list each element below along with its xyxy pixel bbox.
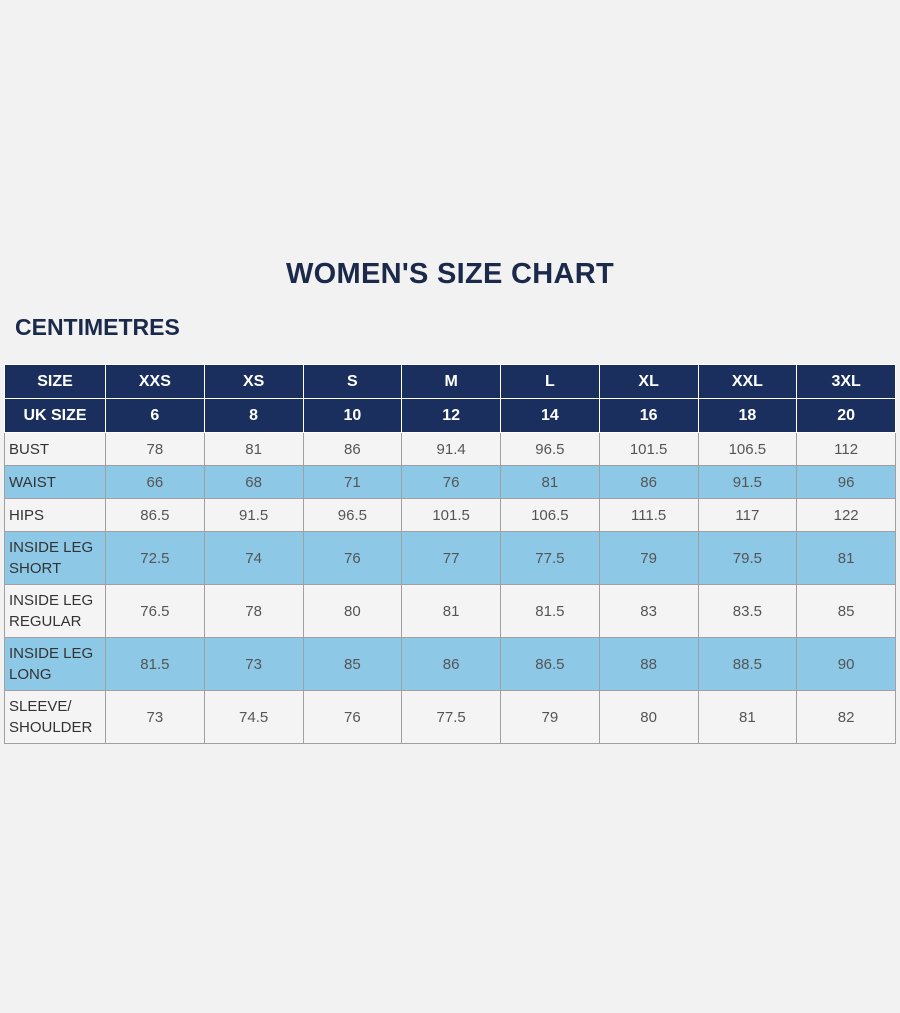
cell: 106.5 [500,498,600,532]
cell: 66 [105,465,205,499]
cell: 83.5 [697,584,798,638]
cell: 83 [598,584,699,638]
table-body: SIZE XXS XS S M L XL XXL 3XL UK SIZE 6 8 10 12 14 16 18 2… [4,364,896,744]
cell: 6 [105,398,205,433]
data-row: INSIDE LEG REGULAR 76.5 78 80 81 81.5 83 83.5 85 [4,584,896,638]
cell: XXS [105,364,205,399]
cell: 79 [598,531,699,585]
cell: 79 [500,690,600,744]
size-table: SIZE XXS XS S M L XL XXL 3XL UK SIZE 6 8 10 12 14 16 18 2… [4,364,896,744]
cell: 112 [796,432,896,466]
cell: 82 [796,690,896,744]
cell: 96.5 [500,432,600,466]
cell: 79.5 [697,531,798,585]
cell: 20 [796,398,896,433]
cell: 76 [401,465,501,499]
cell: 77.5 [401,690,501,744]
cell: 86 [401,637,501,691]
data-row: BUST 78 81 86 91.4 96.5 101.5 106.5 112 [4,432,896,466]
cell: 76 [302,690,403,744]
cell: 78 [105,432,205,466]
cell: 18 [697,398,798,433]
row-label: BUST [4,432,106,466]
data-row: SLEEVE/ SHOULDER 73 74.5 76 77.5 79 80 81 82 [4,690,896,744]
cell: 85 [796,584,896,638]
cell: 74 [203,531,304,585]
cell: 16 [598,398,699,433]
cell: XXL [697,364,798,399]
cell: S [302,364,403,399]
data-row: HIPS 86.5 91.5 96.5 101.5 106.5 111.5 117 122 [4,498,896,532]
cell: 106.5 [697,432,798,466]
row-label: SLEEVE/ SHOULDER [4,690,106,744]
cell: 90 [796,637,896,691]
cell: 96 [796,465,896,499]
header-row: SIZE XXS XS S M L XL XXL 3XL [4,364,896,399]
cell: 122 [796,498,896,532]
cell: 80 [598,690,699,744]
row-label: UK SIZE [4,398,106,433]
cell: 101.5 [401,498,501,532]
cell: 10 [302,398,403,433]
row-label: INSIDE LEG SHORT [4,531,106,585]
cell: 81 [796,531,896,585]
cell: 86.5 [500,637,600,691]
data-row: INSIDE LEG SHORT 72.5 74 76 77 77.5 79 79.5 81 [4,531,896,585]
data-row: WAIST 66 68 71 76 81 86 91.5 96 [4,465,896,499]
cell: 86 [302,432,403,466]
subtitle: CENTIMETRES [15,314,180,340]
cell: 3XL [796,364,896,399]
row-label: SIZE [4,364,106,399]
cell: 73 [105,690,205,744]
row-label: INSIDE LEG LONG [4,637,106,691]
cell: 77.5 [500,531,600,585]
cell: 91.5 [203,498,304,532]
cell: 80 [302,584,403,638]
cell: XL [598,364,699,399]
cell: XS [203,364,304,399]
cell: 76.5 [105,584,205,638]
cell: 117 [697,498,798,532]
title: WOMEN'S SIZE CHART [285,258,615,290]
cell: 101.5 [598,432,699,466]
cell: 72.5 [105,531,205,585]
row-label: HIPS [4,498,106,532]
cell: 76 [302,531,403,585]
cell: 81 [203,432,304,466]
cell: 91.4 [401,432,501,466]
cell: 81.5 [105,637,205,691]
cell: 78 [203,584,304,638]
cell: 81.5 [500,584,600,638]
header-row: UK SIZE 6 8 10 12 14 16 18 20 [4,398,896,433]
cell: 81 [401,584,501,638]
cell: 8 [203,398,304,433]
cell: 91.5 [697,465,798,499]
cell: M [401,364,501,399]
cell: 88.5 [697,637,798,691]
data-row: INSIDE LEG LONG 81.5 73 85 86 86.5 88 88.5 90 [4,637,896,691]
row-label: INSIDE LEG REGULAR [4,584,106,638]
cell: 86 [598,465,699,499]
cell: 111.5 [598,498,699,532]
cell: 68 [203,465,304,499]
cell: 85 [302,637,403,691]
cell: 12 [401,398,501,433]
row-label: WAIST [4,465,106,499]
cell: 71 [302,465,403,499]
cell: 73 [203,637,304,691]
cell: 77 [401,531,501,585]
cell: 88 [598,637,699,691]
cell: L [500,364,600,399]
cell: 96.5 [302,498,403,532]
cell: 86.5 [105,498,205,532]
cell: 81 [500,465,600,499]
cell: 74.5 [203,690,304,744]
cell: 14 [500,398,600,433]
cell: 81 [697,690,798,744]
